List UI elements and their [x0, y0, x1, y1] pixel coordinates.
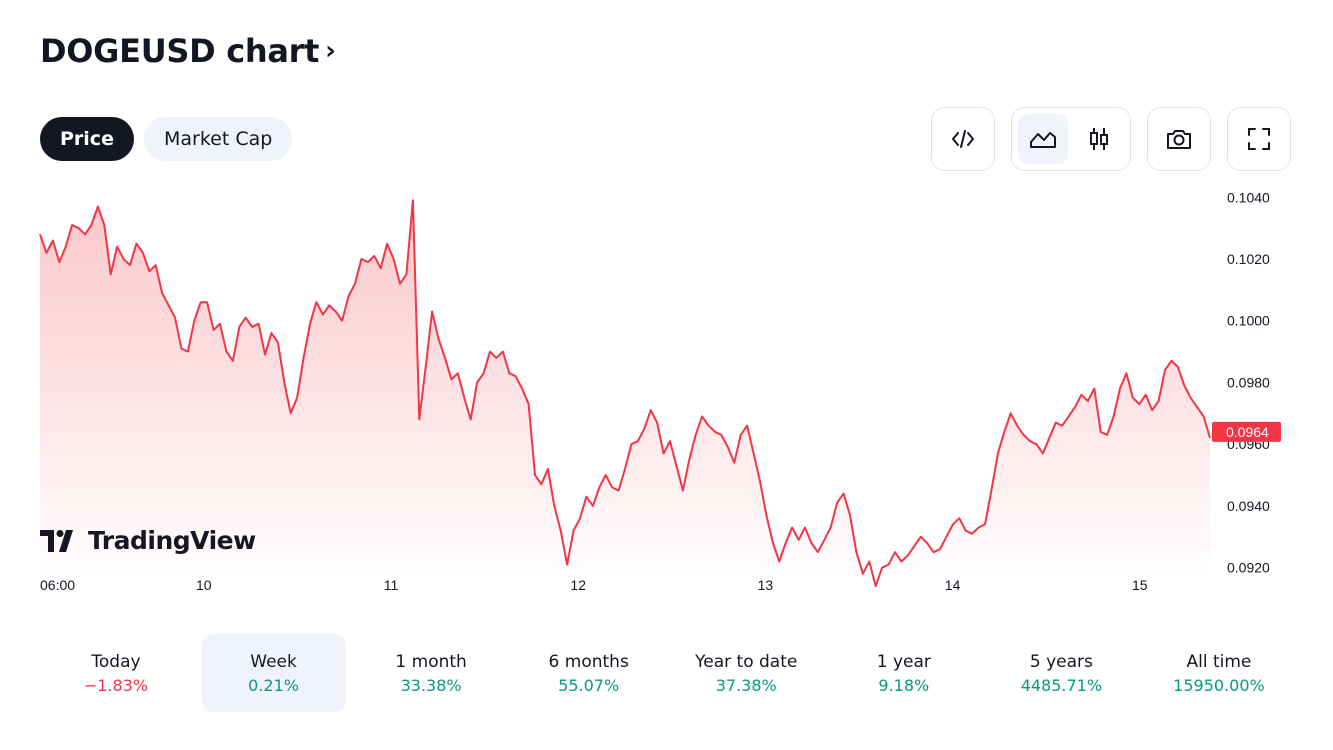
- x-tick-label: 13: [758, 577, 774, 593]
- embed-code-icon: [938, 114, 988, 164]
- x-axis: 06:00 10 11 12 13 14 15: [40, 577, 1148, 593]
- period-1-month[interactable]: 1 month 33.38%: [359, 634, 503, 712]
- chart-style-group: [1011, 107, 1131, 171]
- last-price-label: 0.0964: [1212, 421, 1281, 442]
- embed-button[interactable]: [931, 107, 995, 171]
- y-axis: 0.09200.09400.09600.09800.10000.10200.10…: [1227, 189, 1270, 575]
- period-1-year[interactable]: 1 year 9.18%: [832, 634, 976, 712]
- period-label: Year to date: [695, 651, 798, 672]
- performance-periods: Today −1.83% Week 0.21% 1 month 33.38% 6…: [44, 634, 1291, 712]
- x-tick-label: 10: [196, 577, 212, 593]
- x-tick-label: 14: [945, 577, 961, 593]
- camera-icon: [1154, 114, 1204, 164]
- tab-price[interactable]: Price: [40, 117, 134, 161]
- period-label: 1 month: [395, 651, 467, 672]
- period-label: Today: [91, 651, 141, 672]
- chart-mode-switch: Price Market Cap: [40, 117, 293, 161]
- last-price-text: 0.0964: [1226, 424, 1269, 440]
- period-label: 1 year: [876, 651, 931, 672]
- period-week[interactable]: Week 0.21%: [201, 634, 346, 712]
- price-line: [39, 199, 1211, 588]
- period-change: 0.21%: [248, 675, 299, 695]
- price-area-fill: [40, 200, 1210, 587]
- screenshot-button[interactable]: [1147, 107, 1211, 171]
- y-tick-label: 0.1020: [1227, 251, 1270, 267]
- period-change: 15950.00%: [1173, 675, 1265, 695]
- candlestick-icon: [1090, 128, 1108, 150]
- period-year-to-date[interactable]: Year to date 37.38%: [674, 634, 818, 712]
- area-chart-icon: [1030, 132, 1056, 148]
- x-tick-label: 11: [384, 577, 399, 593]
- y-tick-label: 0.0980: [1227, 374, 1270, 390]
- period-change: 37.38%: [715, 675, 777, 695]
- period-change: −1.83%: [83, 675, 149, 695]
- fullscreen-button[interactable]: [1227, 107, 1291, 171]
- fullscreen-icon: [1234, 114, 1284, 164]
- tradingview-icon: [40, 529, 73, 552]
- x-tick-label: 12: [570, 577, 586, 593]
- page-title: DOGEUSD chart: [40, 32, 320, 70]
- tradingview-logo[interactable]: TradingView: [40, 526, 256, 555]
- period-change: 55.07%: [558, 675, 620, 695]
- period-today[interactable]: Today −1.83%: [44, 634, 188, 712]
- area-chart-button[interactable]: [1018, 114, 1068, 164]
- y-tick-label: 0.1040: [1227, 189, 1270, 205]
- price-chart[interactable]: 0.09200.09400.09600.09800.10000.10200.10…: [0, 180, 1333, 610]
- y-tick-label: 0.0920: [1227, 560, 1270, 576]
- period-change: 9.18%: [878, 675, 930, 695]
- period-5-years[interactable]: 5 years 4485.71%: [989, 634, 1133, 712]
- chevron-right-icon: ›: [325, 36, 336, 66]
- period-label: 6 months: [548, 651, 629, 672]
- chart-title-link[interactable]: DOGEUSD chart ›: [40, 32, 336, 70]
- candlestick-button[interactable]: [1074, 114, 1124, 164]
- period-label: Week: [250, 651, 297, 672]
- x-tick-label: 15: [1132, 577, 1148, 593]
- y-tick-label: 0.1000: [1227, 313, 1270, 329]
- period-label: 5 years: [1029, 651, 1093, 672]
- period-all-time[interactable]: All time 15950.00%: [1147, 634, 1291, 712]
- y-tick-label: 0.0940: [1227, 498, 1270, 514]
- period-label: All time: [1186, 651, 1252, 672]
- chart-toolbar: [931, 107, 1291, 171]
- period-change: 4485.71%: [1020, 675, 1103, 695]
- tab-market-cap[interactable]: Market Cap: [143, 117, 293, 161]
- x-tick-label: 06:00: [40, 577, 75, 593]
- period-change: 33.38%: [400, 675, 462, 695]
- period-6-months[interactable]: 6 months 55.07%: [517, 634, 661, 712]
- tradingview-wordmark: TradingView: [88, 526, 256, 555]
